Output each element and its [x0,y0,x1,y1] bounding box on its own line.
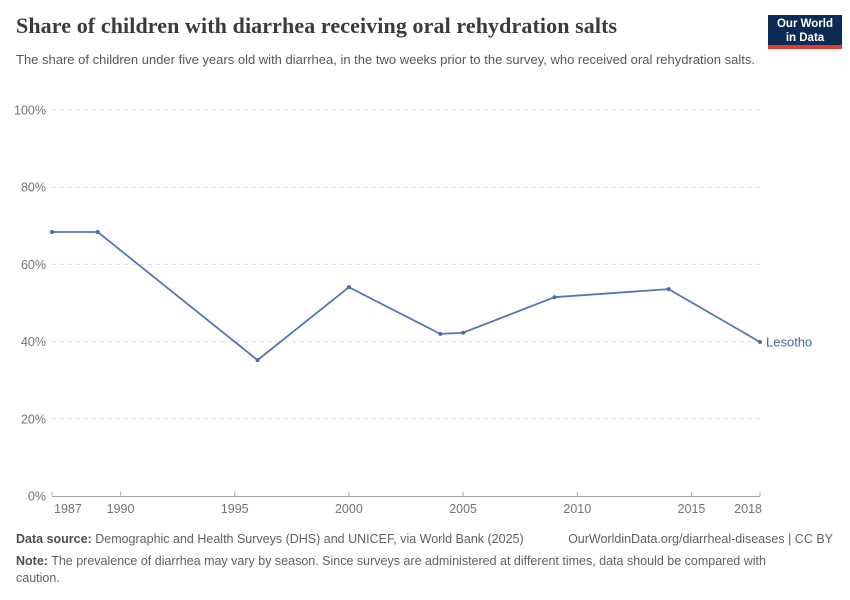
data-point [438,331,443,336]
data-point [50,229,54,234]
y-tick-label: 20% [21,412,46,426]
chart-footer: Data source: Demographic and Health Surv… [16,531,833,587]
data-source-text: Demographic and Health Surveys (DHS) and… [95,532,524,546]
x-tick-label: 2010 [563,502,591,516]
x-tick-label: 2000 [335,502,363,516]
x-tick-label: 2015 [678,502,706,516]
y-tick-label: 0% [28,490,46,504]
owid-logo: Our World in Data [768,15,842,49]
y-tick-label: 80% [21,181,46,195]
owid-url-link[interactable]: OurWorldinData.org/diarrheal-diseases | … [568,532,833,546]
page-title: Share of children with diarrhea receivin… [16,13,618,38]
data-source-line: Data source: Demographic and Health Surv… [16,531,524,548]
owid-logo-line1: Our World [776,18,833,30]
note-text: The prevalence of diarrhea may vary by s… [16,554,766,585]
x-tick-label: 1987 [54,502,82,516]
series-end-label: Lesotho [766,334,812,349]
data-source-label: Data source: [16,532,92,546]
chart-subtitle: The share of children under five years o… [16,52,755,67]
data-point [666,287,671,292]
note-label: Note: [16,554,48,568]
data-point [255,358,260,363]
owid-logo-line2: in Data [785,31,825,44]
x-tick-label: 2005 [449,502,477,516]
data-point [95,229,100,234]
y-tick-label: 40% [21,335,46,349]
data-point [552,295,557,300]
y-tick-label: 60% [21,258,46,272]
x-tick-label: 2018 [734,502,762,516]
y-tick-label: 100% [14,104,46,118]
trend-line [51,231,761,362]
data-point [461,330,466,335]
x-tick-label: 1990 [107,502,135,516]
x-tick-label: 1995 [221,502,249,516]
data-point [346,285,351,290]
data-point [758,339,762,344]
chart-note: Note: The prevalence of diarrhea may var… [16,553,788,587]
